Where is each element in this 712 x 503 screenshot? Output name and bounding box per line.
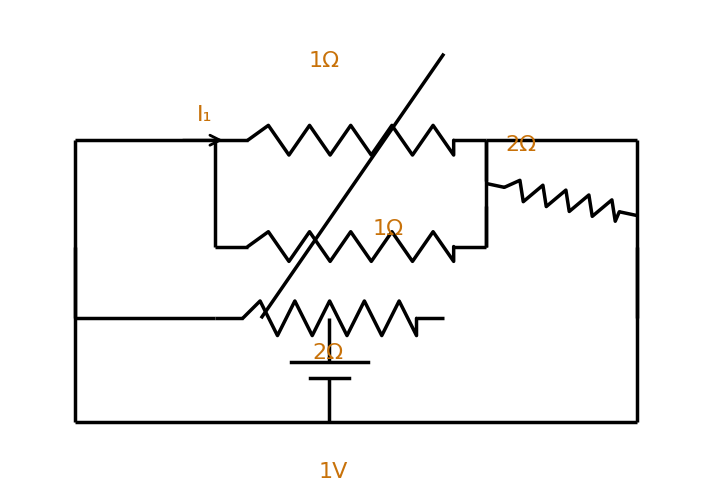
Text: 2Ω: 2Ω — [313, 343, 343, 363]
Text: I₁: I₁ — [197, 106, 212, 125]
Text: 1Ω: 1Ω — [309, 51, 340, 71]
Text: 1Ω: 1Ω — [372, 219, 403, 239]
Text: 1V: 1V — [319, 462, 348, 482]
Text: 2Ω: 2Ω — [506, 135, 537, 155]
